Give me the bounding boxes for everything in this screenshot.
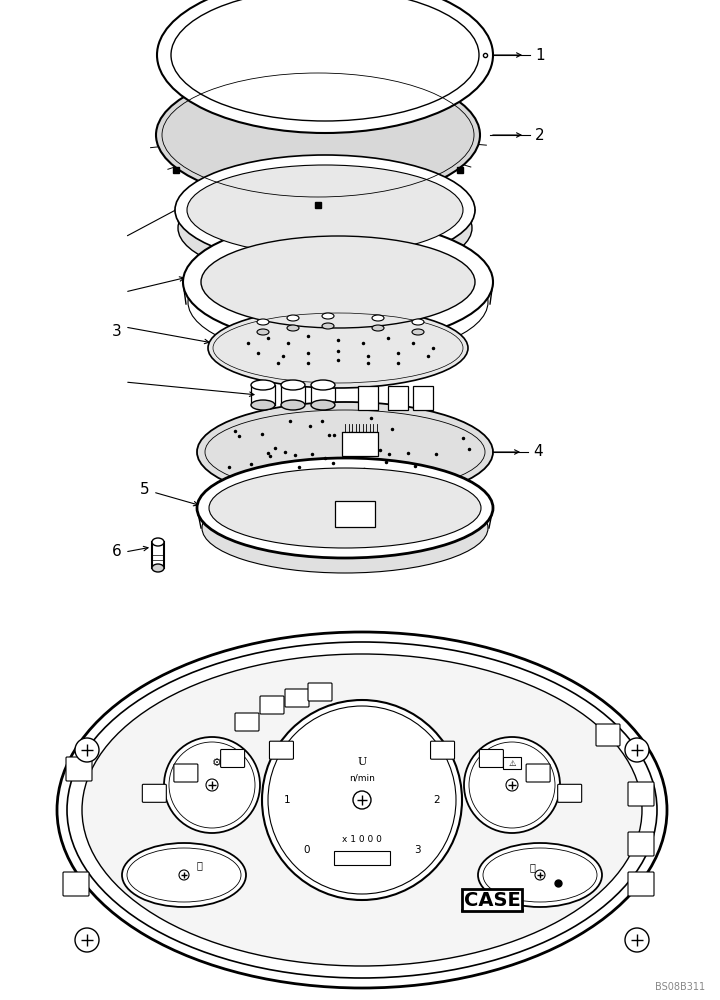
Ellipse shape [208,308,468,388]
Ellipse shape [152,538,164,546]
Ellipse shape [57,632,667,988]
Ellipse shape [311,400,335,410]
Ellipse shape [122,843,246,907]
FancyBboxPatch shape [174,764,198,782]
FancyBboxPatch shape [628,832,654,856]
Ellipse shape [156,67,480,203]
Ellipse shape [187,165,463,255]
Ellipse shape [262,700,462,900]
Ellipse shape [183,220,493,344]
Text: 1: 1 [284,795,290,805]
Ellipse shape [178,176,472,280]
FancyBboxPatch shape [143,784,166,802]
Ellipse shape [157,0,493,133]
Text: n/min: n/min [349,774,375,782]
FancyBboxPatch shape [431,741,454,759]
Text: ⚙: ⚙ [212,758,222,768]
FancyBboxPatch shape [628,782,654,806]
Text: 1: 1 [535,47,544,62]
Ellipse shape [311,380,335,390]
Text: ⛽: ⛽ [196,860,202,870]
Ellipse shape [257,329,269,335]
Text: 6: 6 [112,544,122,560]
FancyBboxPatch shape [269,741,294,759]
Ellipse shape [535,870,545,880]
Ellipse shape [625,928,649,952]
Text: ⛽: ⛽ [529,862,535,872]
Ellipse shape [201,236,475,328]
Ellipse shape [412,329,424,335]
FancyBboxPatch shape [628,872,654,896]
Ellipse shape [322,313,334,319]
FancyBboxPatch shape [308,683,332,701]
Text: ⚠: ⚠ [508,758,516,768]
Ellipse shape [287,315,299,321]
FancyBboxPatch shape [558,784,582,802]
Ellipse shape [506,779,518,791]
FancyBboxPatch shape [235,713,259,731]
Ellipse shape [206,779,218,791]
FancyBboxPatch shape [63,872,89,896]
Ellipse shape [209,468,481,548]
FancyBboxPatch shape [66,757,92,781]
FancyBboxPatch shape [526,764,550,782]
FancyBboxPatch shape [220,749,245,767]
Ellipse shape [372,325,384,331]
Ellipse shape [625,738,649,762]
Ellipse shape [175,155,475,265]
Text: 0: 0 [303,845,310,855]
Bar [413,386,433,410]
Ellipse shape [412,319,424,325]
Ellipse shape [281,400,305,410]
Ellipse shape [164,737,260,833]
Ellipse shape [197,402,493,502]
Text: 3: 3 [112,324,122,340]
Ellipse shape [257,319,269,325]
Ellipse shape [372,315,384,321]
FancyBboxPatch shape [260,696,284,714]
Bar [334,851,390,865]
Text: BS08B311: BS08B311 [655,982,705,992]
Ellipse shape [179,870,189,880]
Ellipse shape [188,245,488,359]
Ellipse shape [464,737,560,833]
FancyBboxPatch shape [596,724,620,746]
Ellipse shape [202,483,488,573]
Ellipse shape [75,738,99,762]
Ellipse shape [197,458,493,558]
Text: 2: 2 [535,127,544,142]
Ellipse shape [82,654,642,966]
Ellipse shape [171,0,479,121]
Ellipse shape [152,564,164,572]
Bar [358,386,378,410]
Ellipse shape [281,380,305,390]
Text: x 1 0 0 0: x 1 0 0 0 [342,836,382,844]
Text: 2: 2 [433,795,441,805]
Bar [388,386,408,410]
Ellipse shape [353,791,371,809]
Ellipse shape [251,380,275,390]
Ellipse shape [287,325,299,331]
Bar [335,501,375,527]
Ellipse shape [75,928,99,952]
FancyBboxPatch shape [285,689,309,707]
Text: 4: 4 [533,444,543,460]
Text: 5: 5 [140,483,150,497]
Ellipse shape [322,323,334,329]
Ellipse shape [478,843,602,907]
Text: 3: 3 [415,845,421,855]
Bar [503,757,521,769]
Ellipse shape [251,400,275,410]
Text: U: U [357,757,366,767]
Text: CASE: CASE [464,890,521,910]
FancyBboxPatch shape [480,749,503,767]
Bar [342,432,378,456]
